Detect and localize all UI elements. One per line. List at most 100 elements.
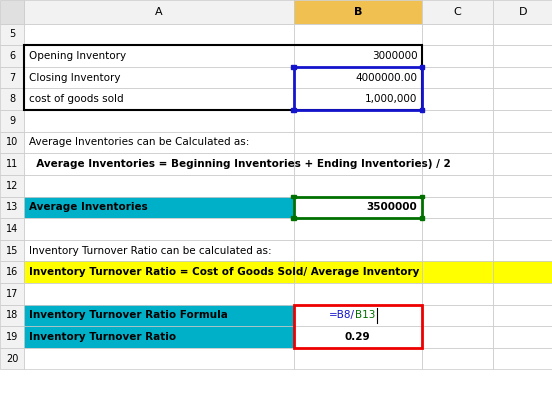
Bar <box>420 216 424 220</box>
Text: Opening Inventory: Opening Inventory <box>29 51 126 61</box>
Bar <box>24 24 294 45</box>
Bar <box>493 305 552 326</box>
Text: Inventory Turnover Ratio: Inventory Turnover Ratio <box>29 332 176 342</box>
Bar <box>0 67 24 88</box>
Text: Inventory Turnover Ratio Formula: Inventory Turnover Ratio Formula <box>29 310 227 320</box>
Bar <box>24 261 294 283</box>
Text: 16: 16 <box>6 267 18 277</box>
Bar <box>0 196 24 218</box>
Bar <box>294 348 422 369</box>
Text: 9: 9 <box>9 116 15 126</box>
Text: Closing Inventory: Closing Inventory <box>29 73 120 83</box>
Bar <box>24 283 294 305</box>
Bar <box>24 45 422 110</box>
Bar <box>0 305 24 326</box>
Bar <box>422 110 493 132</box>
Bar <box>291 195 296 198</box>
Text: 4000000.00: 4000000.00 <box>355 73 417 83</box>
Bar <box>420 65 424 69</box>
Bar <box>422 153 493 175</box>
Text: B: B <box>353 7 362 17</box>
Text: 10: 10 <box>6 138 18 147</box>
Text: Average Inventories: Average Inventories <box>29 202 147 212</box>
Bar <box>294 175 422 196</box>
Bar <box>24 153 294 175</box>
Bar <box>24 45 294 67</box>
Bar <box>493 0 552 24</box>
Bar <box>422 88 493 110</box>
Bar <box>422 45 493 67</box>
Bar <box>24 305 294 326</box>
Bar <box>493 261 552 283</box>
Bar <box>0 24 24 45</box>
Bar <box>493 196 552 218</box>
Bar <box>422 67 493 88</box>
Text: B13: B13 <box>355 310 375 320</box>
Bar <box>24 348 294 369</box>
Text: 1,000,000: 1,000,000 <box>365 94 417 104</box>
Bar <box>420 195 424 198</box>
Bar <box>493 88 552 110</box>
Bar <box>493 218 552 240</box>
Text: 13: 13 <box>6 202 18 212</box>
Text: A: A <box>155 7 163 17</box>
Bar <box>422 196 493 218</box>
Bar <box>24 240 294 261</box>
Bar <box>24 110 294 132</box>
Text: 14: 14 <box>6 224 18 234</box>
Bar <box>422 305 493 326</box>
Text: 11: 11 <box>6 159 18 169</box>
Text: 8: 8 <box>9 94 15 104</box>
Bar <box>0 45 24 67</box>
Text: 12: 12 <box>6 181 18 191</box>
Bar <box>294 326 422 348</box>
Bar <box>493 24 552 45</box>
Bar <box>24 326 294 348</box>
Bar <box>294 305 422 326</box>
Bar <box>493 67 552 88</box>
Bar <box>493 283 552 305</box>
Bar <box>294 45 422 67</box>
Text: 19: 19 <box>6 332 18 342</box>
Bar <box>294 305 422 348</box>
Bar <box>291 216 296 220</box>
Bar <box>422 283 493 305</box>
Text: 20: 20 <box>6 354 18 364</box>
Bar <box>294 196 422 218</box>
Bar <box>294 67 422 88</box>
Bar <box>294 196 422 218</box>
Bar <box>422 24 493 45</box>
Bar <box>420 108 424 112</box>
Text: cost of goods sold: cost of goods sold <box>29 94 123 104</box>
Bar <box>291 65 296 69</box>
Bar <box>422 218 493 240</box>
Bar <box>422 132 493 153</box>
Text: Average Inventories = Beginning Inventories + Ending Inventories) / 2: Average Inventories = Beginning Inventor… <box>29 159 450 169</box>
Bar <box>294 240 422 261</box>
Bar <box>493 240 552 261</box>
Text: C: C <box>454 7 461 17</box>
Bar <box>493 348 552 369</box>
Bar <box>24 132 294 153</box>
Bar <box>493 45 552 67</box>
Text: D: D <box>518 7 527 17</box>
Bar <box>24 88 294 110</box>
Text: 15: 15 <box>6 246 18 255</box>
Bar <box>294 153 422 175</box>
Text: Inventory Turnover Ratio can be calculated as:: Inventory Turnover Ratio can be calculat… <box>29 246 272 255</box>
Text: 3000000: 3000000 <box>371 51 417 61</box>
Bar <box>294 218 422 240</box>
Bar <box>24 67 294 88</box>
Bar <box>294 67 422 110</box>
Bar <box>24 175 294 196</box>
Bar <box>294 283 422 305</box>
Bar <box>0 88 24 110</box>
Bar <box>493 175 552 196</box>
Bar <box>422 326 493 348</box>
Bar <box>294 0 422 24</box>
Bar <box>24 0 294 24</box>
Text: 6: 6 <box>9 51 15 61</box>
Bar <box>291 108 296 112</box>
Text: 17: 17 <box>6 289 18 299</box>
Bar <box>294 261 422 283</box>
